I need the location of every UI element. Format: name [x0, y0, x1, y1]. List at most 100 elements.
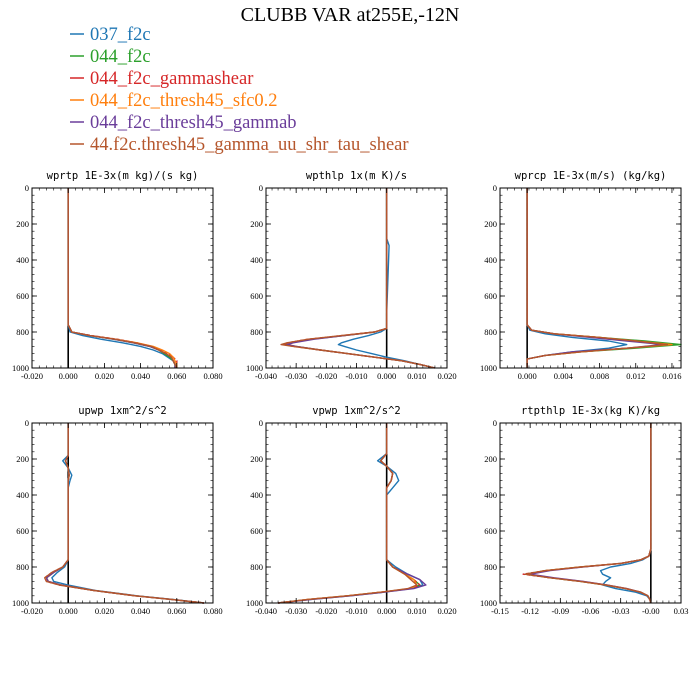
y-tick-label: 0 — [259, 418, 263, 428]
legend-entry: 044_f2c_gammashear — [90, 69, 253, 89]
plot-frame — [499, 422, 682, 604]
y-tick-label: 800 — [484, 562, 497, 572]
x-tick-label: -0.030 — [285, 371, 307, 381]
x-tick-label: 0.080 — [203, 371, 222, 381]
x-tick-label: -0.09 — [551, 606, 569, 616]
series-line-044_f2c_thresh45_gammab — [277, 423, 427, 604]
x-tick-label: 0.020 — [437, 606, 456, 616]
x-tick-label: 0.012 — [626, 371, 645, 381]
series-line-44.f2c.thresh45_gamma_uu_shr_tau_shear — [43, 423, 205, 604]
y-tick-label: 200 — [16, 454, 29, 464]
x-tick-label: 0.000 — [377, 371, 396, 381]
x-tick-label: -0.010 — [346, 371, 368, 381]
panel-title: upwp 1xm^2/s^2 — [78, 405, 167, 417]
y-tick-label: 600 — [484, 291, 497, 301]
x-tick-label: 0.000 — [377, 606, 396, 616]
y-tick-label: 1000 — [480, 363, 497, 373]
x-tick-label: 0.010 — [407, 606, 426, 616]
series-line-044_f2c — [45, 423, 205, 604]
series-line-044_f2c_thresh45_sfc0.2 — [286, 188, 436, 369]
chart-panel: rtpthlp 1E-3x(kg K)/kg -0.15 -0.12 -0.09 -0.… — [480, 405, 688, 616]
y-tick-label: 400 — [16, 490, 29, 500]
x-tick-label: -0.06 — [582, 606, 600, 616]
chart-panel: wprtp 1E-3x(m kg)/(s kg) -0.020 0.000 0.020… — [12, 170, 223, 381]
series-line-037_f2c — [337, 188, 436, 369]
x-tick-label: -0.020 — [315, 606, 337, 616]
y-tick-label: 400 — [250, 490, 263, 500]
y-tick-label: 1000 — [246, 598, 263, 608]
x-tick-label: 0.080 — [203, 606, 222, 616]
plot-frame — [265, 187, 448, 369]
x-tick-label: 0.040 — [131, 371, 150, 381]
y-tick-label: 200 — [250, 219, 263, 229]
series-line-044_f2c_thresh45_gammab — [529, 423, 652, 604]
y-tick-label: 800 — [250, 327, 263, 337]
y-tick-label: 800 — [16, 327, 29, 337]
x-tick-label: 0.040 — [131, 606, 150, 616]
series-line-044_f2c_gammashear — [277, 423, 421, 604]
series-line-44.f2c.thresh45_gamma_uu_shr_tau_shear — [67, 188, 178, 369]
series-line-037_f2c — [526, 188, 628, 368]
x-tick-label: 0.004 — [554, 371, 574, 381]
x-tick-label: -0.03 — [612, 606, 630, 616]
x-tick-label: 0.000 — [59, 606, 78, 616]
figure-title: CLUBB VAR at255E,-12N — [241, 4, 460, 26]
series-line-44.f2c.thresh45_gamma_uu_shr_tau_shear — [526, 188, 669, 368]
plot-frame — [31, 187, 214, 369]
x-tick-label: -0.010 — [346, 606, 368, 616]
y-tick-label: 200 — [484, 219, 497, 229]
x-tick-label: 0.060 — [167, 371, 186, 381]
series-line-037_f2c — [51, 423, 205, 604]
y-tick-label: 600 — [250, 291, 263, 301]
series-line-037_f2c — [599, 423, 652, 604]
chart-panel: vpwp 1xm^2/s^2 -0.040 -0.030 -0.020 -0.010 0.… — [246, 405, 457, 616]
legend: 037_f2c044_f2c044_f2c_gammashear044_f2c_… — [70, 25, 409, 155]
series-line-44.f2c.thresh45_gamma_uu_shr_tau_shear — [524, 423, 652, 604]
x-tick-label: -0.020 — [315, 371, 337, 381]
series-line-44.f2c.thresh45_gamma_uu_shr_tau_shear — [280, 188, 436, 369]
panel-title: rtpthlp 1E-3x(kg K)/kg — [521, 405, 660, 417]
x-tick-label: 0.020 — [437, 371, 456, 381]
legend-entry: 037_f2c — [90, 25, 151, 45]
panel-title: wprcp 1E-3x(m/s) (kg/kg) — [515, 170, 667, 182]
x-tick-label: -0.020 — [21, 606, 43, 616]
x-tick-label: 0.000 — [59, 371, 78, 381]
y-tick-label: 800 — [250, 562, 263, 572]
series-line-044_f2c_thresh45_gammab — [45, 423, 205, 604]
x-tick-label: -0.020 — [21, 371, 43, 381]
y-tick-label: 0 — [493, 418, 497, 428]
y-tick-label: 1000 — [12, 363, 29, 373]
y-tick-label: 0 — [259, 183, 263, 193]
y-tick-label: 600 — [484, 526, 497, 536]
x-tick-label: -0.030 — [285, 606, 307, 616]
y-tick-label: 1000 — [480, 598, 497, 608]
y-tick-label: 400 — [250, 255, 263, 265]
x-tick-label: -0.15 — [491, 606, 509, 616]
x-tick-label: -0.12 — [521, 606, 539, 616]
x-tick-label: 0.010 — [407, 371, 426, 381]
y-tick-label: 400 — [484, 490, 497, 500]
panel-title: vpwp 1xm^2/s^2 — [312, 405, 401, 417]
chart-panel: wpthlp 1x(m K)/s -0.040 -0.030 -0.020 -0.010… — [246, 170, 457, 381]
panel-title: wpthlp 1x(m K)/s — [306, 170, 407, 182]
y-tick-label: 1000 — [246, 363, 263, 373]
legend-entry: 044_f2c_thresh45_sfc0.2 — [90, 91, 278, 111]
y-tick-label: 400 — [16, 255, 29, 265]
series-line-044_f2c_thresh45_sfc0.2 — [277, 423, 418, 604]
y-tick-label: 200 — [250, 454, 263, 464]
series-line-044_f2c_thresh45_sfc0.2 — [45, 423, 205, 604]
y-tick-label: 1000 — [12, 598, 29, 608]
x-tick-label: 0.016 — [662, 371, 681, 381]
x-tick-label: 0.03 — [674, 606, 689, 616]
x-tick-label: 0.008 — [590, 371, 609, 381]
x-tick-label: -0.040 — [255, 371, 277, 381]
y-tick-label: 600 — [16, 526, 29, 536]
x-tick-label: 0.020 — [95, 606, 114, 616]
chart-panel: upwp 1xm^2/s^2 -0.020 0.000 0.020 0.040 0.060… — [12, 405, 223, 616]
y-tick-label: 0 — [25, 418, 29, 428]
chart-panel: wprcp 1E-3x(m/s) (kg/kg) 0.000 0.004 0.008 0… — [480, 170, 682, 381]
x-tick-label: -0.00 — [642, 606, 660, 616]
series-line-037_f2c — [277, 423, 424, 604]
legend-entry: 044_f2c_thresh45_gammab — [90, 113, 297, 133]
